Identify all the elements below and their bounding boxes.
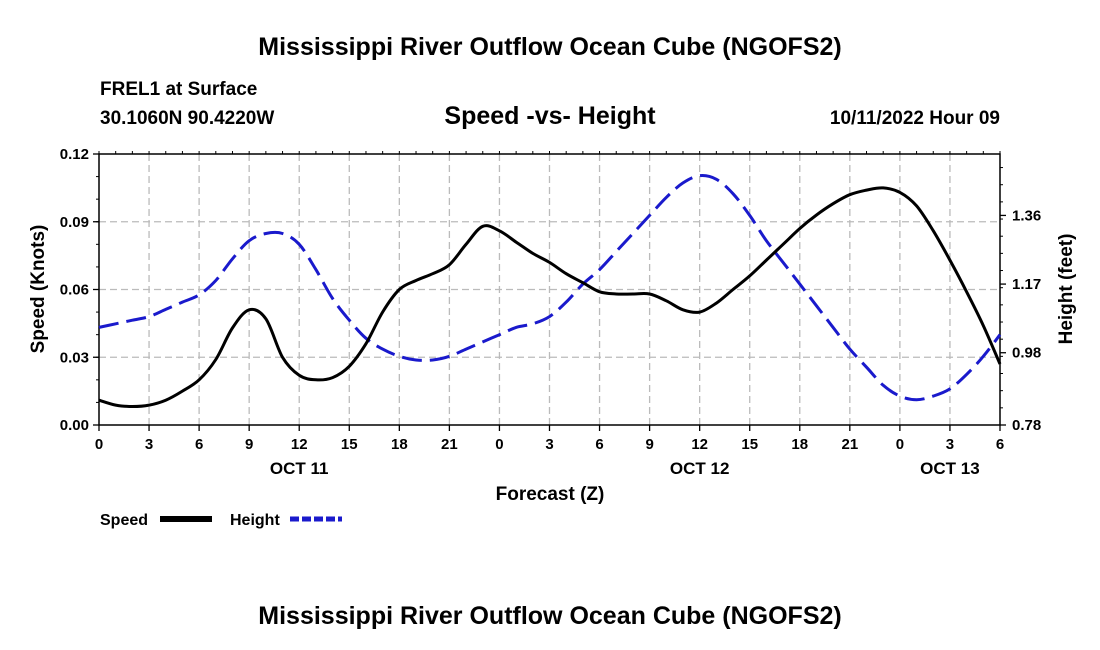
date-label: OCT 12 [670,459,730,478]
x-tick-label: 12 [291,436,308,453]
x-tick-label: 6 [595,436,603,453]
y-axis-label: Speed (Knots) [28,225,49,354]
x-tick-label: 21 [841,436,858,453]
axis-ticks: 0 3 6 9 12 15 18 21 0 3 6 9 12 15 18 21 0 3 6 0.00 0.03 0.06 0… [60,146,1041,478]
y-tick-label: 0.12 [60,146,89,163]
chart-subtitle: Speed -vs- Height [444,102,656,130]
y2-tick-label: 0.78 [1012,417,1041,434]
legend: Speed Height [100,512,342,529]
legend-height-label: Height [230,512,280,529]
station-label: FREL1 at Surface [100,79,257,100]
x-tick-label: 15 [341,436,358,453]
speed-series-line [98,186,1002,408]
y-tick-label: 0.06 [60,282,89,299]
y2-axis-label: Height (feet) [1056,234,1077,345]
x-tick-label: 6 [195,436,203,453]
x-tick-label: 0 [495,436,503,453]
x-tick-label: 3 [946,436,954,453]
x-tick-label: 6 [996,436,1004,453]
x-tick-label: 9 [645,436,653,453]
y-tick-label: 0.09 [60,214,89,231]
x-tick-label: 21 [441,436,458,453]
coords-label: 30.1060N 90.4220W [100,108,274,129]
datetime-label: 10/11/2022 Hour 09 [830,108,1000,129]
x-tick-label: 3 [545,436,553,453]
grid-lines [99,154,1000,425]
y-tick-label: 0.00 [60,417,89,434]
footer-title: Mississippi River Outflow Ocean Cube (NG… [258,602,841,630]
x-tick-label: 0 [896,436,904,453]
x-tick-label: 3 [145,436,153,453]
chart-title: Mississippi River Outflow Ocean Cube (NG… [258,33,841,61]
y-tick-label: 0.03 [60,349,89,366]
x-tick-label: 18 [391,436,408,453]
x-tick-label: 9 [245,436,253,453]
legend-speed-label: Speed [100,512,148,529]
x-axis-label: Forecast (Z) [496,484,605,505]
height-series-line [98,174,1002,402]
y2-tick-label: 0.98 [1012,345,1041,362]
x-tick-label: 15 [741,436,758,453]
x-tick-label: 18 [791,436,808,453]
date-label: OCT 13 [920,459,980,478]
date-label: OCT 11 [270,459,329,478]
series-layer [98,174,1002,408]
x-tick-label: 0 [95,436,103,453]
y2-tick-label: 1.36 [1012,207,1041,224]
y2-tick-label: 1.17 [1012,276,1041,293]
x-tick-label: 12 [691,436,708,453]
